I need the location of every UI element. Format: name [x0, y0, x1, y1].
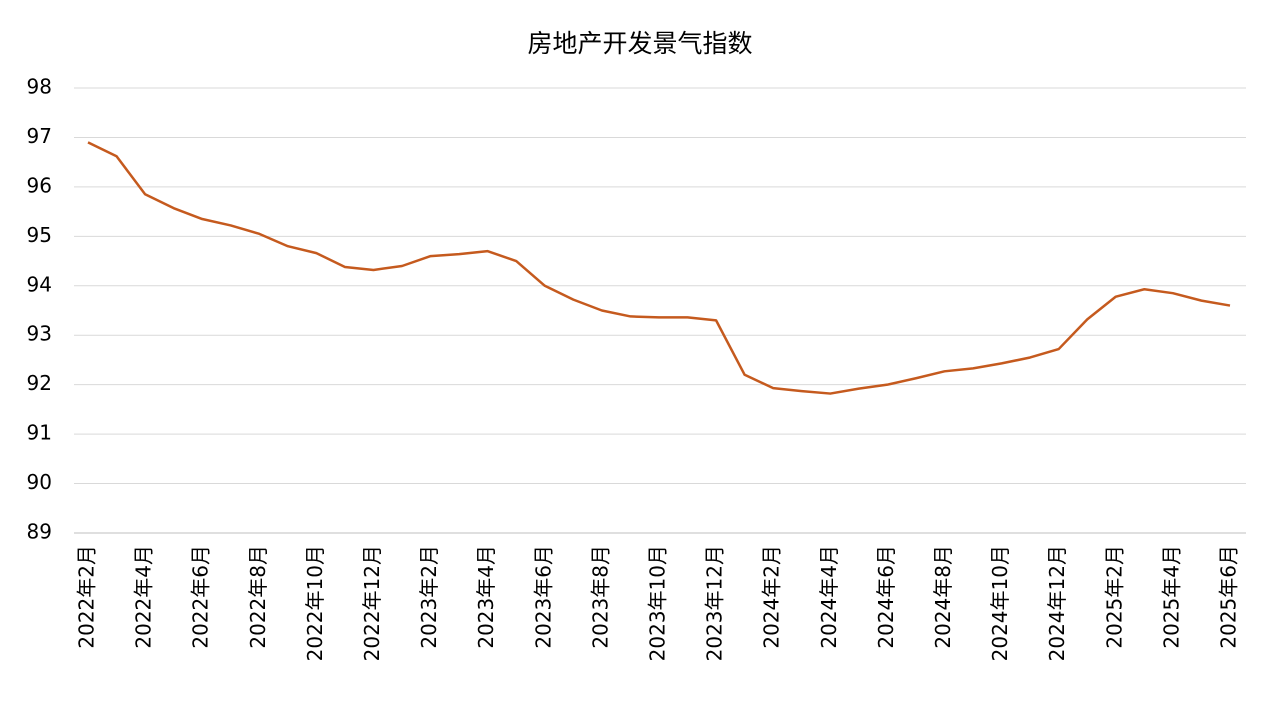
- x-tick-label: 2022年12月: [360, 545, 384, 661]
- x-tick-label: 2022年10月: [303, 545, 327, 661]
- chart-title: 房地产开发景气指数: [527, 29, 752, 58]
- x-tick-label: 2024年10月: [988, 545, 1012, 661]
- x-tick-label: 2023年8月: [588, 545, 612, 649]
- y-tick-label: 91: [27, 421, 52, 445]
- x-tick-label: 2023年2月: [417, 545, 441, 649]
- y-tick-label: 94: [27, 272, 52, 296]
- x-tick-label: 2022年4月: [132, 545, 156, 649]
- x-tick-label: 2022年2月: [75, 545, 99, 649]
- x-tick-label: 2023年4月: [474, 545, 498, 649]
- y-tick-label: 92: [27, 371, 52, 395]
- x-tick-label: 2024年8月: [931, 545, 955, 649]
- y-tick-label: 90: [27, 470, 52, 494]
- line: [87, 141, 1231, 395]
- y-tick-label: 95: [27, 223, 52, 247]
- x-tick-label: 2024年6月: [874, 545, 898, 649]
- y-tick-label: 98: [27, 75, 52, 99]
- y-tick-label: 89: [27, 520, 52, 544]
- x-tick-label: 2023年6月: [531, 545, 555, 649]
- y-tick-label: 97: [27, 124, 52, 148]
- x-tick-label: 2022年8月: [246, 545, 270, 649]
- y-tick-label: 96: [27, 173, 52, 197]
- x-tick-label: 2022年6月: [189, 545, 213, 649]
- x-tick-label: 2023年10月: [646, 545, 670, 661]
- x-tick-label: 2025年2月: [1102, 545, 1126, 649]
- x-tick-label: 2024年2月: [760, 545, 784, 649]
- x-tick-label: 2025年4月: [1159, 545, 1183, 649]
- y-tick-label: 93: [27, 322, 52, 346]
- x-tick-label: 2023年12月: [703, 545, 727, 661]
- x-tick-label: 2024年4月: [817, 545, 841, 649]
- x-tick-label: 2025年6月: [1217, 545, 1241, 649]
- x-tick-label: 2024年12月: [1045, 545, 1069, 661]
